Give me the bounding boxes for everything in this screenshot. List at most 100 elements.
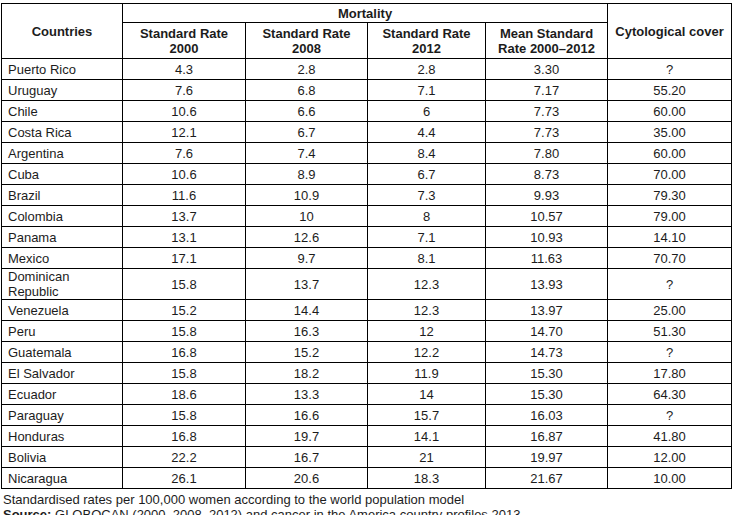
mean-rate-cell: 7.73 bbox=[486, 122, 608, 143]
table-row: Colombia13.710810.5779.00 bbox=[2, 206, 732, 227]
rate-2012-cell: 4.4 bbox=[368, 122, 486, 143]
header-cytological-cover: Cytological cover bbox=[608, 4, 732, 59]
source-label: Source: bbox=[3, 507, 51, 515]
rate-2012-cell: 12.3 bbox=[368, 300, 486, 321]
cytological-cover-cell: 41.80 bbox=[608, 426, 732, 447]
mean-rate-cell: 10.57 bbox=[486, 206, 608, 227]
footnote-standardised-rates: Standardised rates per 100,000 women acc… bbox=[3, 492, 735, 507]
cytological-cover-cell: ? bbox=[608, 405, 732, 426]
cytological-cover-cell: 17.80 bbox=[608, 363, 732, 384]
country-cell: Guatemala bbox=[2, 342, 123, 363]
table-row: Honduras16.819.714.116.8741.80 bbox=[2, 426, 732, 447]
table-row: Puerto Rico4.32.82.83.30? bbox=[2, 59, 732, 80]
rate-2000-cell: 11.6 bbox=[123, 185, 246, 206]
table-row: Venezuela15.214.412.313.9725.00 bbox=[2, 300, 732, 321]
table-row: Chile10.66.667.7360.00 bbox=[2, 101, 732, 122]
table-row: Uruguay7.66.87.17.1755.20 bbox=[2, 80, 732, 101]
table-row: Bolivia22.216.72119.9712.00 bbox=[2, 447, 732, 468]
table-row: Mexico17.19.78.111.6370.70 bbox=[2, 248, 732, 269]
mean-rate-cell: 15.30 bbox=[486, 384, 608, 405]
rate-2000-cell: 26.1 bbox=[123, 468, 246, 489]
table-footnotes: Standardised rates per 100,000 women acc… bbox=[1, 489, 735, 515]
rate-2000-cell: 15.8 bbox=[123, 363, 246, 384]
rate-2008-cell: 10.9 bbox=[246, 185, 368, 206]
mean-rate-cell: 10.93 bbox=[486, 227, 608, 248]
country-cell: Puerto Rico bbox=[2, 59, 123, 80]
rate-2000-cell: 16.8 bbox=[123, 342, 246, 363]
table-row: Argentina7.67.48.47.8060.00 bbox=[2, 143, 732, 164]
rate-2000-cell: 18.6 bbox=[123, 384, 246, 405]
rate-2000-cell: 13.7 bbox=[123, 206, 246, 227]
rate-2012-cell: 12 bbox=[368, 321, 486, 342]
rate-2000-cell: 12.1 bbox=[123, 122, 246, 143]
rate-2008-cell: 15.2 bbox=[246, 342, 368, 363]
footnote-source: Source: GLOBOCAN (2000, 2008, 2012) and … bbox=[3, 507, 735, 515]
rate-2008-cell: 14.4 bbox=[246, 300, 368, 321]
rate-2008-cell: 6.7 bbox=[246, 122, 368, 143]
cytological-cover-cell: 70.00 bbox=[608, 164, 732, 185]
country-cell: Uruguay bbox=[2, 80, 123, 101]
rate-2012-cell: 21 bbox=[368, 447, 486, 468]
mean-rate-cell: 13.93 bbox=[486, 269, 608, 300]
rate-2012-cell: 7.1 bbox=[368, 80, 486, 101]
rate-2008-cell: 6.8 bbox=[246, 80, 368, 101]
rate-2012-cell: 6 bbox=[368, 101, 486, 122]
mean-rate-cell: 14.70 bbox=[486, 321, 608, 342]
cytological-cover-cell: 14.10 bbox=[608, 227, 732, 248]
table-container: Countries Mortality Cytological cover St… bbox=[0, 0, 735, 515]
rate-2008-cell: 13.7 bbox=[246, 269, 368, 300]
rate-2008-cell: 16.7 bbox=[246, 447, 368, 468]
header-mortality: Mortality bbox=[123, 4, 608, 23]
mean-rate-cell: 19.97 bbox=[486, 447, 608, 468]
country-cell: Panama bbox=[2, 227, 123, 248]
mean-rate-cell: 11.63 bbox=[486, 248, 608, 269]
rate-2000-cell: 4.3 bbox=[123, 59, 246, 80]
rate-2012-cell: 11.9 bbox=[368, 363, 486, 384]
rate-2008-cell: 7.4 bbox=[246, 143, 368, 164]
cytological-cover-cell: 10.00 bbox=[608, 468, 732, 489]
rate-2012-cell: 14 bbox=[368, 384, 486, 405]
mean-rate-cell: 8.73 bbox=[486, 164, 608, 185]
rate-2008-cell: 10 bbox=[246, 206, 368, 227]
table-row: Cuba10.68.96.78.7370.00 bbox=[2, 164, 732, 185]
cytological-cover-cell: 70.70 bbox=[608, 248, 732, 269]
table-row: Nicaragua26.120.618.321.6710.00 bbox=[2, 468, 732, 489]
cytological-cover-cell: 60.00 bbox=[608, 101, 732, 122]
table-row: Panama13.112.67.110.9314.10 bbox=[2, 227, 732, 248]
cytological-cover-cell: ? bbox=[608, 59, 732, 80]
country-cell: El Salvador bbox=[2, 363, 123, 384]
rate-2000-cell: 16.8 bbox=[123, 426, 246, 447]
country-cell: Mexico bbox=[2, 248, 123, 269]
country-cell: Venezuela bbox=[2, 300, 123, 321]
cytological-cover-cell: 64.30 bbox=[608, 384, 732, 405]
cytological-cover-cell: 79.30 bbox=[608, 185, 732, 206]
rate-2012-cell: 12.2 bbox=[368, 342, 486, 363]
rate-2012-cell: 7.3 bbox=[368, 185, 486, 206]
rate-2008-cell: 6.6 bbox=[246, 101, 368, 122]
rate-2000-cell: 22.2 bbox=[123, 447, 246, 468]
country-cell: Ecuador bbox=[2, 384, 123, 405]
rate-2012-cell: 18.3 bbox=[368, 468, 486, 489]
table-body: Puerto Rico4.32.82.83.30?Uruguay7.66.87.… bbox=[2, 59, 732, 489]
cytological-cover-cell: 55.20 bbox=[608, 80, 732, 101]
header-standard-rate-2008: Standard Rate2008 bbox=[246, 23, 368, 59]
country-cell: Bolivia bbox=[2, 447, 123, 468]
mean-rate-cell: 13.97 bbox=[486, 300, 608, 321]
rate-2000-cell: 15.8 bbox=[123, 321, 246, 342]
rate-2012-cell: 6.7 bbox=[368, 164, 486, 185]
country-cell: Argentina bbox=[2, 143, 123, 164]
country-cell: Chile bbox=[2, 101, 123, 122]
rate-2008-cell: 9.7 bbox=[246, 248, 368, 269]
cytological-cover-cell: 12.00 bbox=[608, 447, 732, 468]
rate-2008-cell: 13.3 bbox=[246, 384, 368, 405]
mean-rate-cell: 3.30 bbox=[486, 59, 608, 80]
country-cell: Dominican Republic bbox=[2, 269, 123, 300]
country-cell: Colombia bbox=[2, 206, 123, 227]
rate-2008-cell: 19.7 bbox=[246, 426, 368, 447]
rate-2008-cell: 16.3 bbox=[246, 321, 368, 342]
rate-2008-cell: 12.6 bbox=[246, 227, 368, 248]
rate-2000-cell: 7.6 bbox=[123, 80, 246, 101]
country-cell: Nicaragua bbox=[2, 468, 123, 489]
cytological-cover-cell: 60.00 bbox=[608, 143, 732, 164]
country-cell: Honduras bbox=[2, 426, 123, 447]
